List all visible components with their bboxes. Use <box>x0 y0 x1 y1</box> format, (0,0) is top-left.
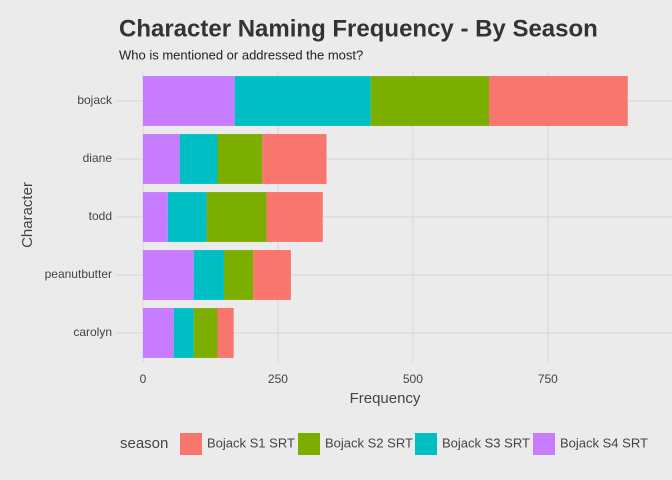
bar-segment <box>262 134 327 184</box>
bar-segment <box>253 250 291 300</box>
bar-segment <box>217 308 234 358</box>
bar-segment <box>142 134 180 184</box>
legend-label: Bojack S1 SRT <box>207 435 295 450</box>
x-tick-label: 750 <box>538 372 558 386</box>
bar-segment <box>142 76 235 126</box>
bar-segment <box>223 250 254 300</box>
y-tick-label: bojack <box>77 93 113 107</box>
bar-segment <box>167 192 207 242</box>
legend-swatch <box>298 433 320 455</box>
bar-segment <box>193 250 224 300</box>
x-axis-label: Frequency <box>350 390 421 407</box>
bar-segment <box>142 192 168 242</box>
legend-swatch <box>415 433 437 455</box>
bar-segment <box>179 134 218 184</box>
x-tick-label: 0 <box>140 372 147 386</box>
y-tick-label: carolyn <box>73 325 112 339</box>
legend-title: season <box>120 435 168 452</box>
legend-label: Bojack S2 SRT <box>325 435 413 450</box>
x-tick-label: 250 <box>268 372 288 386</box>
y-axis-label: Character <box>19 182 36 248</box>
chart-subtitle: Who is mentioned or addressed the most? <box>119 47 363 62</box>
y-tick-label: diane <box>83 151 113 165</box>
bar-segment <box>142 308 174 358</box>
legend-label: Bojack S3 SRT <box>442 435 530 450</box>
bar-segment <box>266 192 323 242</box>
bar-segment <box>206 192 267 242</box>
bar-segment <box>217 134 263 184</box>
bar-segment <box>193 308 218 358</box>
bar-segment <box>234 76 371 126</box>
bar-segment <box>489 76 628 126</box>
y-tick-label: todd <box>89 209 112 223</box>
y-tick-label: peanutbutter <box>45 267 112 281</box>
legend-swatch <box>533 433 555 455</box>
bar-segment <box>173 308 194 358</box>
legend-swatch <box>180 433 202 455</box>
x-tick-label: 500 <box>403 372 423 386</box>
legend-label: Bojack S4 SRT <box>560 435 648 450</box>
bar-segment <box>370 76 490 126</box>
chart-title: Character Naming Frequency - By Season <box>119 15 598 42</box>
bar-segment <box>142 250 194 300</box>
